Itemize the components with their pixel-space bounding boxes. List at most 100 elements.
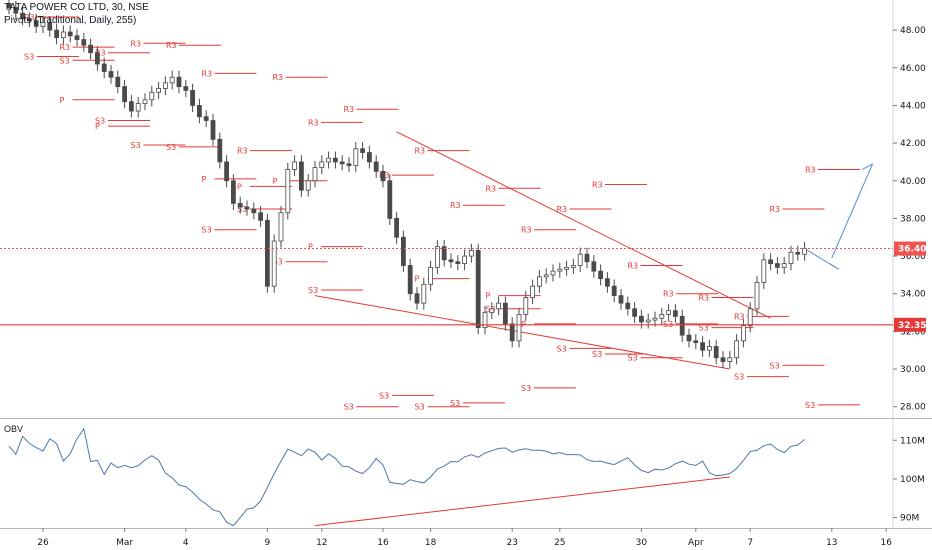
candle-down[interactable] xyxy=(360,148,366,153)
candle-down[interactable] xyxy=(475,250,481,329)
candle-down[interactable] xyxy=(441,246,447,261)
candle-down[interactable] xyxy=(366,152,372,163)
projection-arrowhead[interactable] xyxy=(862,163,873,170)
candle-down[interactable] xyxy=(332,157,338,163)
candle-down[interactable] xyxy=(224,161,230,182)
candle-down[interactable] xyxy=(339,161,345,165)
candle-down[interactable] xyxy=(448,259,454,263)
candle-up[interactable] xyxy=(734,340,739,359)
candle-down[interactable] xyxy=(720,357,726,362)
candle-up[interactable] xyxy=(802,248,807,255)
candle-up[interactable] xyxy=(421,283,427,304)
candle-up[interactable] xyxy=(727,357,733,362)
candle-down[interactable] xyxy=(673,310,678,317)
obv-line[interactable] xyxy=(8,427,805,527)
candle-down[interactable] xyxy=(584,253,590,263)
candle-up[interactable] xyxy=(468,250,474,257)
candle-down[interactable] xyxy=(74,35,80,40)
obv-trendline[interactable] xyxy=(314,476,730,527)
wedge-lower-trendline[interactable] xyxy=(314,295,730,370)
candle-up[interactable] xyxy=(652,317,658,321)
candle-down[interactable] xyxy=(394,218,400,238)
candle-up[interactable] xyxy=(496,302,502,310)
obv-axis[interactable]: 110M 100M 90M xyxy=(893,436,925,524)
candle-up[interactable] xyxy=(645,319,651,323)
obv-series[interactable] xyxy=(8,427,805,527)
candle-up[interactable] xyxy=(61,31,66,39)
candle-up[interactable] xyxy=(156,88,162,93)
symbol-title[interactable]: TATA POWER CO LTD, 30, NSE xyxy=(4,2,149,13)
price-axis[interactable]: 48.00 46.00 44.00 42.00 40.00 38.00 36.00 34.00… xyxy=(893,26,926,413)
candle-up[interactable] xyxy=(434,246,440,268)
candle-up[interactable] xyxy=(666,310,671,315)
projection-arrow-up[interactable] xyxy=(831,163,874,259)
candle-down[interactable] xyxy=(237,202,243,208)
candle-up[interactable] xyxy=(754,282,760,310)
candle-up[interactable] xyxy=(278,212,284,242)
candle-up[interactable] xyxy=(571,265,576,268)
candle-down[interactable] xyxy=(122,86,127,103)
candle-down[interactable] xyxy=(591,261,597,272)
candle-up[interactable] xyxy=(707,346,712,351)
candle-up[interactable] xyxy=(741,325,746,342)
candle-down[interactable] xyxy=(509,323,515,342)
candle-down[interactable] xyxy=(502,302,508,325)
candle-down[interactable] xyxy=(298,161,304,191)
candle-up[interactable] xyxy=(135,103,141,112)
candle-up[interactable] xyxy=(462,255,468,265)
candle-up[interactable] xyxy=(537,276,542,287)
time-axis[interactable]: 26 Mar 4 9 12 16 18 23 25 30 Apr 7 13 16 xyxy=(37,528,892,548)
candle-up[interactable] xyxy=(659,314,665,319)
candle-down[interactable] xyxy=(380,170,386,182)
candle-up[interactable] xyxy=(285,169,291,214)
candle-down[interactable] xyxy=(455,261,461,265)
candle-up[interactable] xyxy=(326,157,332,163)
candle-down[interactable] xyxy=(244,206,250,210)
candle-up[interactable] xyxy=(482,312,488,329)
candle-down[interactable] xyxy=(230,180,236,204)
candle-up[interactable] xyxy=(543,274,549,278)
candle-down[interactable] xyxy=(700,342,705,351)
candle-down[interactable] xyxy=(400,236,406,266)
candlestick-series[interactable] xyxy=(6,0,807,369)
candle-down[interactable] xyxy=(101,63,107,72)
candle-down[interactable] xyxy=(33,20,39,27)
candle-down[interactable] xyxy=(115,76,121,88)
candle-up[interactable] xyxy=(149,91,155,101)
candle-down[interactable] xyxy=(639,315,644,323)
candle-up[interactable] xyxy=(169,76,175,84)
candle-up[interactable] xyxy=(353,148,359,167)
candle-up[interactable] xyxy=(162,82,168,89)
candle-down[interactable] xyxy=(264,219,270,287)
candle-down[interactable] xyxy=(625,302,631,310)
candle-down[interactable] xyxy=(605,278,610,287)
projection-arrowhead-2[interactable] xyxy=(829,263,839,270)
candle-down[interactable] xyxy=(203,116,209,121)
candle-down[interactable] xyxy=(373,161,379,172)
candle-down[interactable] xyxy=(95,52,100,65)
candle-up[interactable] xyxy=(40,22,46,27)
trendline-drawings[interactable] xyxy=(314,131,874,370)
candle-down[interactable] xyxy=(679,315,685,336)
obv-title[interactable]: OBV xyxy=(4,424,24,434)
candle-up[interactable] xyxy=(564,266,569,270)
candle-up[interactable] xyxy=(577,253,583,266)
candle-down[interactable] xyxy=(6,3,12,8)
candle-down[interactable] xyxy=(632,308,637,317)
candle-up[interactable] xyxy=(781,263,787,268)
candle-down[interactable] xyxy=(81,39,87,46)
candle-up[interactable] xyxy=(761,259,767,283)
candle-down[interactable] xyxy=(210,120,216,140)
candle-down[interactable] xyxy=(128,101,134,112)
obv-support-trendline[interactable] xyxy=(314,476,730,527)
candle-down[interactable] xyxy=(13,7,19,14)
candle-up[interactable] xyxy=(312,167,318,182)
candle-down[interactable] xyxy=(196,105,202,118)
candle-down[interactable] xyxy=(176,76,182,88)
candle-up[interactable] xyxy=(788,251,794,265)
candle-down[interactable] xyxy=(47,22,53,31)
candle-up[interactable] xyxy=(550,270,556,276)
candle-down[interactable] xyxy=(713,346,719,359)
candle-up[interactable] xyxy=(271,240,277,287)
candle-up[interactable] xyxy=(530,285,535,298)
